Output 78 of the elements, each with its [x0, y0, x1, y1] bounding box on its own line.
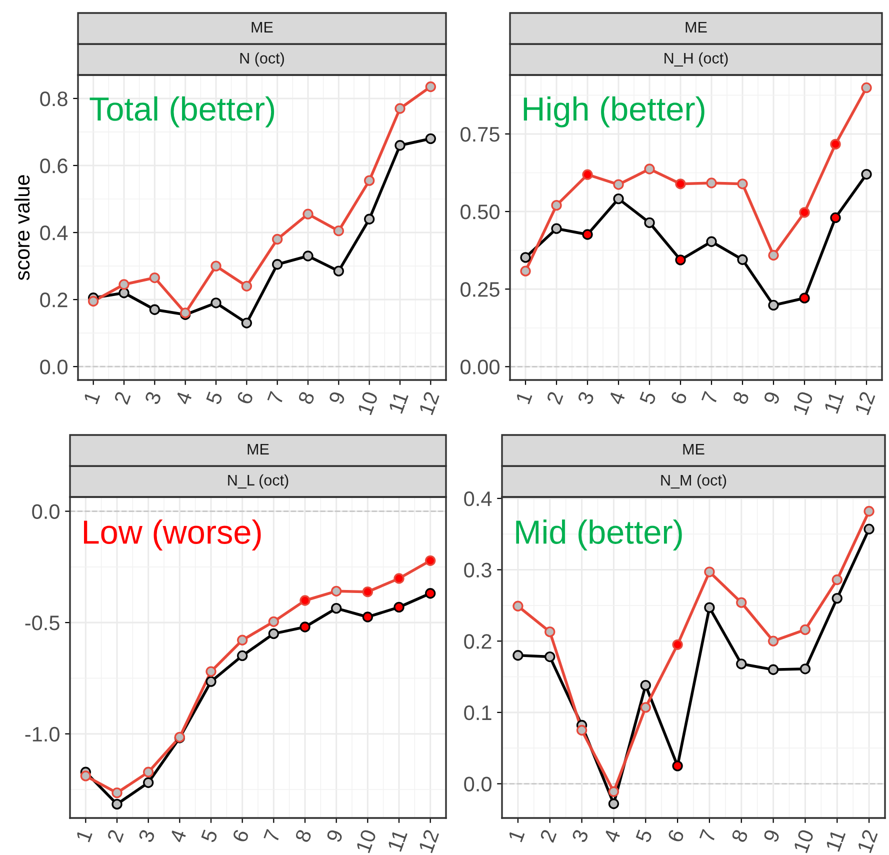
x-tick-label: 2: [114, 390, 131, 405]
y-tick-label: 0.3: [464, 562, 492, 578]
x-tick-label: 1: [508, 828, 525, 842]
annotation: Total (better): [90, 96, 274, 128]
x-tick-label: 11: [387, 828, 408, 852]
x-tick-label: 8: [732, 390, 750, 405]
y-tick-label: 0.25: [460, 282, 500, 297]
chart-title: ME: [686, 22, 707, 32]
x-tick-label: 12: [857, 828, 878, 854]
annotation: Mid (better): [516, 519, 682, 551]
x-tick-label: 11: [826, 828, 846, 852]
x-tick-label: 7: [267, 390, 284, 405]
x-tick-label: 12: [418, 828, 439, 854]
y-tick-label: 0.6: [40, 158, 68, 174]
x-tick-label: 4: [169, 828, 186, 844]
x-tick-label: 9: [328, 390, 346, 405]
x-tick-label: 12: [418, 390, 440, 416]
x-tick-label: 10: [357, 390, 378, 416]
y-tick-label: 0.0: [32, 504, 60, 519]
x-tick-label: 9: [763, 390, 780, 405]
x-tick-label: 6: [670, 390, 688, 405]
y-tick-label: -1.0: [25, 726, 60, 742]
x-tick-label: 10: [356, 828, 377, 854]
chart-title: ME: [248, 444, 269, 454]
y-tick-label: 0.1: [464, 705, 492, 720]
y-tick-label: 0.50: [460, 204, 500, 220]
x-tick-label: 5: [639, 390, 656, 406]
x-tick-label: 6: [667, 828, 684, 843]
x-tick-label: 7: [264, 828, 280, 843]
y-tick-label: 0.0: [464, 776, 492, 792]
x-tick-label: 2: [540, 828, 557, 843]
x-tick-label: 4: [603, 828, 621, 844]
x-tick-label: 10: [793, 828, 814, 854]
y-tick-label: 0.2: [40, 292, 68, 308]
chart-title: ME: [683, 444, 704, 454]
x-tick-label: 10: [792, 390, 814, 416]
x-tick-label: 7: [701, 390, 718, 405]
chart-title: ME: [252, 22, 273, 32]
annotation: Low (worse): [84, 519, 261, 551]
x-tick-label: 7: [699, 828, 716, 843]
x-tick-label: 2: [546, 390, 564, 405]
x-tick-label: 1: [76, 828, 92, 842]
y-tick-label: 0.0: [40, 360, 68, 374]
x-tick-label: 3: [144, 390, 162, 406]
y-axis-title: score value: [14, 175, 30, 280]
x-tick-label: 2: [106, 828, 124, 843]
x-tick-label: 11: [824, 390, 844, 414]
chart-subtitle: N (oct): [240, 52, 284, 67]
chart-subtitle: N_L (oct): [228, 474, 288, 489]
x-tick-label: 5: [200, 828, 218, 844]
x-tick-label: 3: [571, 828, 589, 844]
x-tick-label: 12: [854, 390, 876, 416]
annotation: High (better): [524, 96, 704, 128]
x-tick-label: 4: [175, 390, 192, 406]
x-tick-label: 6: [232, 828, 250, 843]
x-tick-label: 8: [298, 390, 315, 405]
x-tick-label: 8: [731, 828, 748, 843]
y-tick-label: -0.5: [25, 616, 60, 630]
x-tick-label: 11: [388, 390, 408, 414]
x-tick-label: 4: [608, 390, 626, 406]
x-tick-label: 5: [206, 390, 223, 406]
x-tick-label: 9: [763, 828, 780, 843]
x-tick-label: 5: [636, 828, 653, 844]
y-tick-label: 0.8: [40, 91, 68, 106]
x-tick-label: 9: [326, 828, 344, 843]
y-tick-label: 0.75: [460, 126, 500, 142]
chart-subtitle: N_H (oct): [664, 52, 728, 67]
x-tick-label: 1: [516, 390, 532, 404]
x-tick-label: 3: [138, 828, 156, 844]
y-tick-label: 0.2: [464, 634, 492, 649]
y-tick-label: 0.4: [464, 491, 492, 506]
x-tick-label: 1: [83, 390, 100, 404]
x-tick-label: 6: [236, 390, 254, 405]
x-tick-label: 3: [577, 390, 594, 406]
chart-subtitle: N_M (oct): [661, 474, 726, 489]
y-tick-label: 0.4: [40, 226, 68, 240]
x-tick-label: 8: [294, 828, 312, 843]
y-tick-label: 0.00: [460, 360, 500, 374]
